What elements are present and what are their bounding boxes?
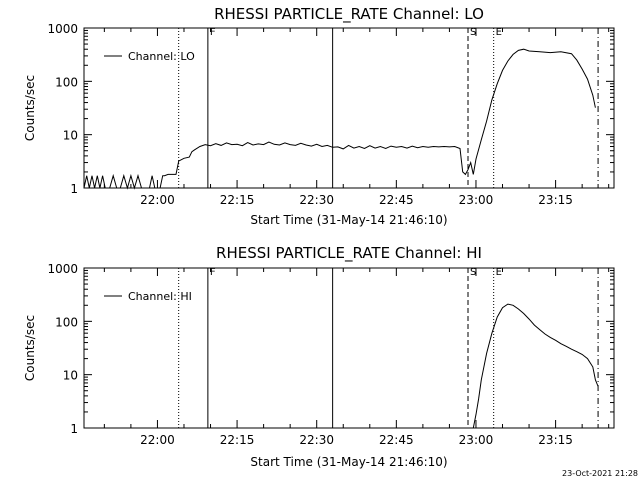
x-tick-label: 23:00: [459, 193, 494, 207]
event-marker-label: F: [210, 27, 216, 38]
x-tick-label: 22:00: [140, 193, 175, 207]
y-tick-label: 100: [55, 75, 78, 89]
x-tick-label: 22:15: [220, 193, 255, 207]
y-tick-label: 10: [63, 129, 78, 143]
event-marker-label: E: [496, 27, 502, 38]
x-tick-label: 22:30: [299, 193, 334, 207]
x-tick-label: 22:45: [379, 433, 414, 447]
x-tick-label: 22:30: [299, 433, 334, 447]
plot-frame: [83, 267, 615, 429]
chart-title: RHESSI PARTICLE_RATE Channel: HI: [216, 244, 482, 263]
y-tick-label: 1: [70, 182, 78, 196]
x-tick-label: 22:45: [379, 193, 414, 207]
y-tick-label: 1000: [47, 22, 78, 36]
event-marker-label: E: [496, 267, 502, 278]
y-tick-label: 10: [63, 369, 78, 383]
chart-title: RHESSI PARTICLE_RATE Channel: LO: [214, 5, 484, 24]
hi-channel-panel: RHESSI PARTICLE_RATE Channel: HI Counts/s…: [23, 244, 615, 469]
footer-timestamp: 23-Oct-2021 21:28: [562, 469, 638, 478]
x-tick-label: 22:00: [140, 433, 175, 447]
legend-label: Channel: LO: [128, 50, 195, 63]
x-tick-label: 23:00: [459, 433, 494, 447]
legend-label: Channel: HI: [128, 290, 192, 303]
y-tick-label: 1: [70, 422, 78, 436]
y-axis-label: Counts/sec: [23, 315, 37, 381]
series-line: [83, 48, 596, 190]
plot-frame: [83, 27, 615, 189]
event-marker-label: F: [210, 267, 216, 278]
x-axis-label: Start Time (31-May-14 21:46:10): [250, 455, 447, 469]
y-axis-label: Counts/sec: [23, 75, 37, 141]
event-marker-label: S: [470, 27, 476, 38]
lo-channel-panel: RHESSI PARTICLE_RATE Channel: LO Counts/s…: [23, 5, 615, 227]
x-axis-label: Start Time (31-May-14 21:46:10): [250, 213, 447, 227]
x-tick-label: 23:15: [538, 433, 573, 447]
x-tick-label: 23:15: [538, 193, 573, 207]
y-tick-label: 1000: [47, 262, 78, 276]
series-line: [472, 303, 599, 429]
x-tick-label: 22:15: [220, 433, 255, 447]
y-tick-label: 100: [55, 315, 78, 329]
event-marker-label: S: [470, 267, 476, 278]
